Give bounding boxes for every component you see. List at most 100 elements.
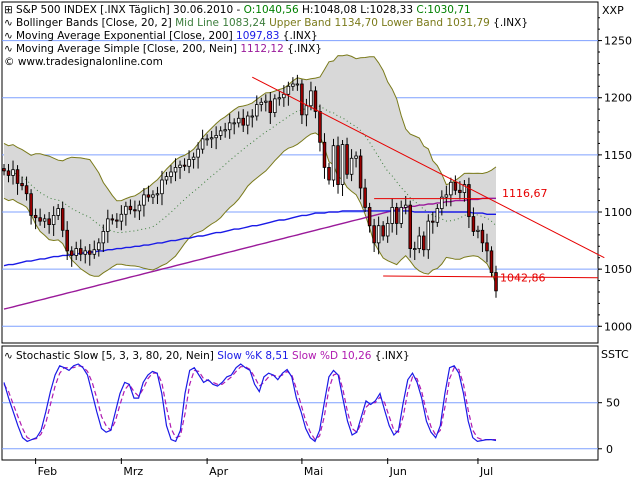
stochastic-tick-label: 50 bbox=[606, 397, 620, 410]
candle-body bbox=[345, 144, 349, 175]
candle-body bbox=[277, 97, 282, 100]
month-label: Jun bbox=[389, 465, 407, 478]
price-axis-label: XXP bbox=[602, 4, 624, 17]
candle-body bbox=[200, 138, 205, 150]
price-axis: 1000 1050 1100 1150 1200 1250 bbox=[598, 17, 632, 333]
candle-body bbox=[155, 193, 160, 196]
candle-body bbox=[462, 184, 467, 193]
ema-name: Moving Average Exponential [Close, 200] bbox=[16, 30, 233, 42]
candle-body bbox=[214, 135, 218, 139]
candle-body bbox=[313, 90, 318, 112]
candle-body bbox=[15, 169, 20, 184]
price-tick-label: 1000 bbox=[604, 320, 632, 333]
price-header: ⊞ S&P 500 INDEX [.INX Täglich] 30.06.2010… bbox=[4, 4, 471, 16]
candle-body bbox=[101, 231, 106, 244]
candle-body bbox=[124, 205, 128, 215]
candle-body bbox=[340, 144, 345, 185]
candle-body bbox=[250, 115, 255, 118]
candle-body bbox=[245, 115, 250, 126]
candle-body bbox=[354, 155, 358, 159]
candle-body bbox=[209, 137, 214, 140]
candle-body bbox=[372, 225, 376, 244]
candle-body bbox=[241, 117, 245, 126]
candle-body bbox=[47, 218, 51, 225]
stochastic-legend: ∿ Stochastic Slow [5, 3, 3, 80, 20, Nein]… bbox=[4, 350, 410, 362]
ema-legend: ∿ Moving Average Exponential [Close, 200]… bbox=[4, 30, 318, 42]
candle-body bbox=[458, 189, 462, 193]
sma-200-line bbox=[3, 197, 496, 310]
candle-body bbox=[88, 250, 92, 255]
candle-body bbox=[295, 83, 300, 86]
candle-body bbox=[182, 164, 187, 167]
stochastic-name: Stochastic Slow [5, 3, 3, 80, 20, Nein] bbox=[16, 350, 214, 362]
month-label: Mai bbox=[304, 465, 323, 478]
candle-body bbox=[232, 122, 236, 125]
stochastic-axis: 0 50 bbox=[598, 397, 620, 456]
period: Täglich] bbox=[129, 4, 170, 16]
candle-body bbox=[322, 141, 327, 168]
candle-body bbox=[33, 215, 38, 219]
sma-legend: ∿ Moving Average Simple [Close, 200, Nein… bbox=[4, 43, 322, 55]
instrument-title: S&P 500 INDEX bbox=[16, 4, 97, 16]
candle-body bbox=[444, 194, 449, 198]
sma-suffix: {.INX} bbox=[287, 43, 322, 55]
ema-value: 1097,83 bbox=[236, 30, 280, 42]
bollinger-mid: Mid Line 1083,24 bbox=[175, 17, 266, 29]
bollinger-suffix: {.INX} bbox=[493, 17, 528, 29]
bollinger-name: Bollinger Bands [Close, 20, 2] bbox=[16, 17, 172, 29]
candle-body bbox=[38, 217, 42, 222]
line-icon: ∿ bbox=[4, 30, 13, 42]
price-tick-label: 1150 bbox=[604, 149, 632, 162]
candle-body bbox=[385, 223, 390, 237]
candle-body bbox=[97, 242, 101, 251]
high-value: H:1048,08 bbox=[302, 4, 357, 16]
candle-body bbox=[151, 194, 155, 198]
candle-body bbox=[449, 181, 453, 196]
candle-body bbox=[218, 130, 223, 136]
candle-body bbox=[106, 218, 110, 232]
candle-body bbox=[74, 248, 78, 256]
price-tick-label: 1050 bbox=[604, 263, 632, 276]
candle-body bbox=[381, 225, 385, 237]
candle-body bbox=[42, 218, 47, 222]
price-tick-label: 1100 bbox=[604, 206, 632, 219]
candle-body bbox=[92, 249, 97, 255]
candle-body bbox=[440, 196, 444, 209]
candle-body bbox=[426, 220, 431, 251]
annotation-label: 1116,67 bbox=[502, 187, 548, 200]
candle-body bbox=[471, 216, 476, 232]
annotation-label: 1042,86 bbox=[500, 271, 546, 284]
candle-body bbox=[331, 145, 336, 181]
candle-body bbox=[160, 179, 164, 195]
candle-body bbox=[286, 85, 291, 95]
candle-body bbox=[327, 167, 331, 181]
month-label: Apr bbox=[209, 465, 229, 478]
candle-body bbox=[358, 155, 363, 189]
candle-body bbox=[69, 250, 74, 256]
stochastic-axis-label: SSTC bbox=[601, 348, 629, 361]
candle-body bbox=[485, 242, 489, 252]
candle-body bbox=[227, 122, 232, 131]
candle-body bbox=[223, 129, 227, 132]
candle-body bbox=[65, 229, 69, 252]
sma-name: Moving Average Simple [Close, 200, Nein] bbox=[16, 43, 237, 55]
sma-value: 1112,12 bbox=[240, 43, 284, 55]
bollinger-lower: Lower Band 1031,79 bbox=[381, 17, 490, 29]
candle-body bbox=[349, 157, 354, 175]
candle-body bbox=[431, 220, 435, 223]
price-tick-label: 1200 bbox=[604, 92, 632, 105]
candle-body bbox=[24, 185, 29, 195]
line-icon: ∿ bbox=[4, 43, 13, 55]
price-panel-frame bbox=[1, 1, 599, 344]
candle-body bbox=[376, 225, 381, 244]
date: 30.06.2010 bbox=[173, 4, 234, 16]
candle-body bbox=[489, 250, 494, 273]
candle-body bbox=[178, 164, 182, 168]
bollinger-legend: ∿ Bollinger Bands [Close, 20, 2] Mid Line… bbox=[4, 17, 528, 29]
candle-body bbox=[268, 100, 273, 113]
stochastic-tick-label: 0 bbox=[606, 443, 613, 456]
support-line bbox=[383, 275, 599, 279]
candle-body bbox=[78, 248, 83, 255]
candle-body bbox=[56, 208, 60, 216]
